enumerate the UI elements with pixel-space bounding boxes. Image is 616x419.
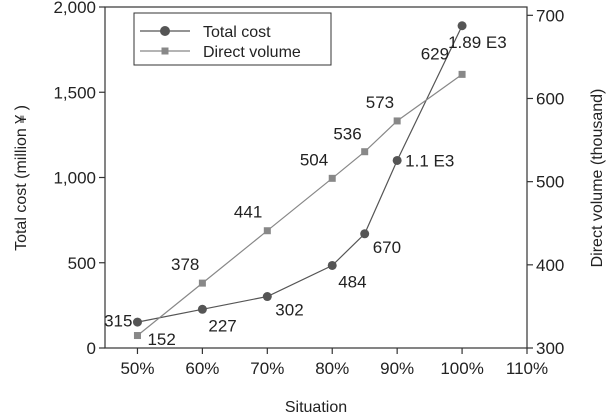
y-right-tick-label: 400 [536,256,564,275]
data-point-total-cost [327,260,337,270]
legend-marker-direct-volume [161,47,169,55]
y-right-axis-title: Direct volume (thousand) [589,89,606,268]
y-left-tick-label: 1,000 [53,169,96,188]
data-label-total-cost: 1.1 E3 [405,151,454,170]
data-label-total-cost: 1.89 E3 [448,33,507,52]
x-tick-label: 80% [315,359,349,378]
legend-label-total-cost: Total cost [203,24,271,41]
x-tick-label: 100% [440,359,483,378]
data-label-direct-volume: 315 [104,312,132,331]
x-axis-title: Situation [285,399,347,416]
y-left-tick-label: 2,000 [53,0,96,17]
data-point-direct-volume [393,117,401,125]
data-label-total-cost: 302 [275,301,303,320]
data-point-direct-volume [263,227,271,235]
y-left-tick-label: 500 [68,254,96,273]
legend-marker-total-cost [160,26,170,36]
legend: Total cost Direct volume [133,12,332,66]
data-label-total-cost: 484 [338,272,366,291]
x-tick-label: 90% [380,359,414,378]
y-left-tick-label: 1,500 [53,83,96,102]
data-label-direct-volume: 573 [366,93,394,112]
data-label-total-cost: 670 [373,238,401,257]
data-point-direct-volume [198,279,206,287]
data-point-total-cost [360,229,370,239]
data-point-direct-volume [458,70,466,78]
data-point-total-cost [197,304,207,314]
data-point-direct-volume [328,174,336,182]
data-point-total-cost [132,317,142,327]
data-point-direct-volume [361,148,369,156]
legend-label-direct-volume: Direct volume [203,44,301,61]
y-left-axis-title: Total cost (million ¥ ) [13,105,30,251]
y-right-tick-label: 300 [536,339,564,358]
y-right-tick-label: 600 [536,89,564,108]
legend-box [133,12,332,66]
data-label-direct-volume: 441 [234,203,262,222]
x-tick-label: 60% [185,359,219,378]
data-label-direct-volume: 378 [171,255,199,274]
x-tick-label: 110% [506,359,548,378]
data-point-total-cost [457,21,467,31]
data-label-direct-volume: 629 [421,44,449,63]
data-label-total-cost: 227 [208,316,236,335]
data-point-total-cost [262,292,272,302]
y-right-tick-label: 700 [536,6,564,25]
data-point-total-cost [392,155,402,165]
x-tick-label: 70% [250,359,284,378]
data-label-direct-volume: 536 [333,125,361,144]
y-right-tick-label: 500 [536,173,564,192]
x-tick-label: 50% [120,359,154,378]
data-label-direct-volume: 504 [300,150,328,169]
data-point-direct-volume [133,332,141,340]
y-left-tick-label: 0 [87,339,96,358]
data-label-total-cost: 152 [147,330,175,349]
